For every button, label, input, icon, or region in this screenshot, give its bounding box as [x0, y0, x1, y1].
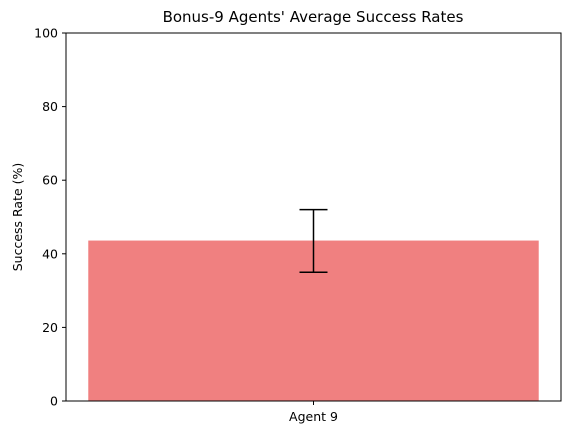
y-tick-label: 20 [42, 320, 58, 335]
x-tick-label: Agent 9 [289, 409, 338, 424]
plot-area: Agent 9 0 20 40 60 80 100 [34, 26, 539, 424]
chart-title: Bonus-9 Agents' Average Success Rates [163, 8, 464, 26]
y-tick-label: 40 [42, 246, 58, 261]
y-tick-label: 100 [34, 26, 58, 41]
y-axis-label: Success Rate (%) [10, 163, 25, 272]
y-tick-label: 0 [50, 394, 58, 409]
y-tick-label: 80 [42, 99, 58, 114]
y-tick-label: 60 [42, 173, 58, 188]
plot-frame [65, 32, 562, 402]
